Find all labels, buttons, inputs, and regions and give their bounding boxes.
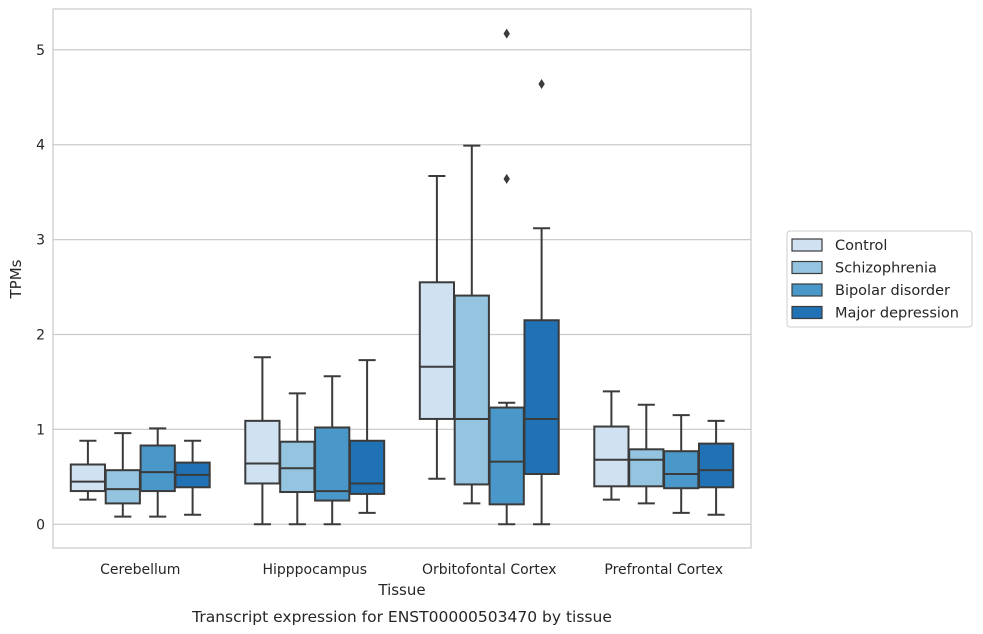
box-body: [244, 419, 281, 485]
y-tick-label: 2: [36, 327, 45, 343]
legend-label: Control: [835, 238, 887, 254]
box-body: [697, 442, 735, 489]
y-tick-label: 5: [36, 43, 45, 59]
box: [139, 427, 176, 518]
box-body: [348, 439, 386, 495]
y-tick-label: 3: [36, 233, 45, 249]
box-body: [453, 294, 490, 486]
y-axis-label: TPMs: [7, 259, 25, 299]
legend-label: Schizophrenia: [835, 261, 937, 277]
box-body: [104, 469, 141, 505]
box-body: [69, 463, 107, 493]
legend-label: Bipolar disorder: [835, 283, 950, 299]
outlier-point: [538, 78, 545, 89]
legend: Control Schizophrenia Bipolar disorder Majo…: [786, 230, 973, 328]
plot-frame: [52, 8, 752, 549]
box: [348, 359, 386, 514]
box: [628, 403, 665, 505]
x-tick-label: Cerebellum: [100, 562, 180, 578]
box: [488, 28, 525, 526]
x-tick-labels: Cerebellum Hipppocampus Orbitofontal Corte…: [100, 562, 723, 578]
legend-frame: [786, 230, 973, 328]
outlier-point: [503, 28, 510, 39]
box-body: [523, 319, 560, 475]
box-body: [139, 444, 176, 493]
box: [523, 78, 560, 526]
legend-swatch: [791, 238, 823, 252]
box: [69, 439, 107, 501]
box-series: [69, 28, 735, 526]
box: [593, 390, 630, 501]
outlier-point: [503, 173, 510, 184]
x-tick-label: Orbitofontal Cortex: [422, 562, 557, 578]
box-body: [593, 425, 630, 488]
x-tick-label: Prefrontal Cortex: [604, 562, 723, 578]
box: [418, 175, 456, 480]
y-tick-label: 4: [36, 138, 45, 154]
box-body: [663, 450, 700, 490]
legend-swatch: [791, 283, 823, 297]
box: [697, 419, 735, 516]
box-body: [488, 406, 525, 506]
box: [453, 144, 490, 505]
box: [314, 375, 351, 526]
grid-lines: [53, 49, 751, 525]
chart-caption: Transcript expression for ENST0000050347…: [191, 608, 612, 626]
x-axis-label: Tissue: [377, 581, 425, 599]
box-body: [279, 440, 316, 494]
box: [663, 414, 700, 514]
box: [174, 439, 211, 516]
box: [104, 432, 141, 518]
y-tick-label: 0: [36, 517, 45, 533]
box-body: [314, 426, 351, 502]
box-body: [418, 281, 456, 420]
y-tick-labels: 0 1 2 3 4 5: [36, 43, 45, 533]
y-tick-label: 1: [36, 422, 45, 438]
legend-swatch: [791, 260, 823, 275]
x-tick-label: Hipppocampus: [262, 562, 367, 578]
legend-swatch: [791, 305, 823, 320]
box-body: [628, 448, 665, 488]
box: [279, 392, 316, 526]
legend-label: Major depression: [835, 306, 959, 322]
